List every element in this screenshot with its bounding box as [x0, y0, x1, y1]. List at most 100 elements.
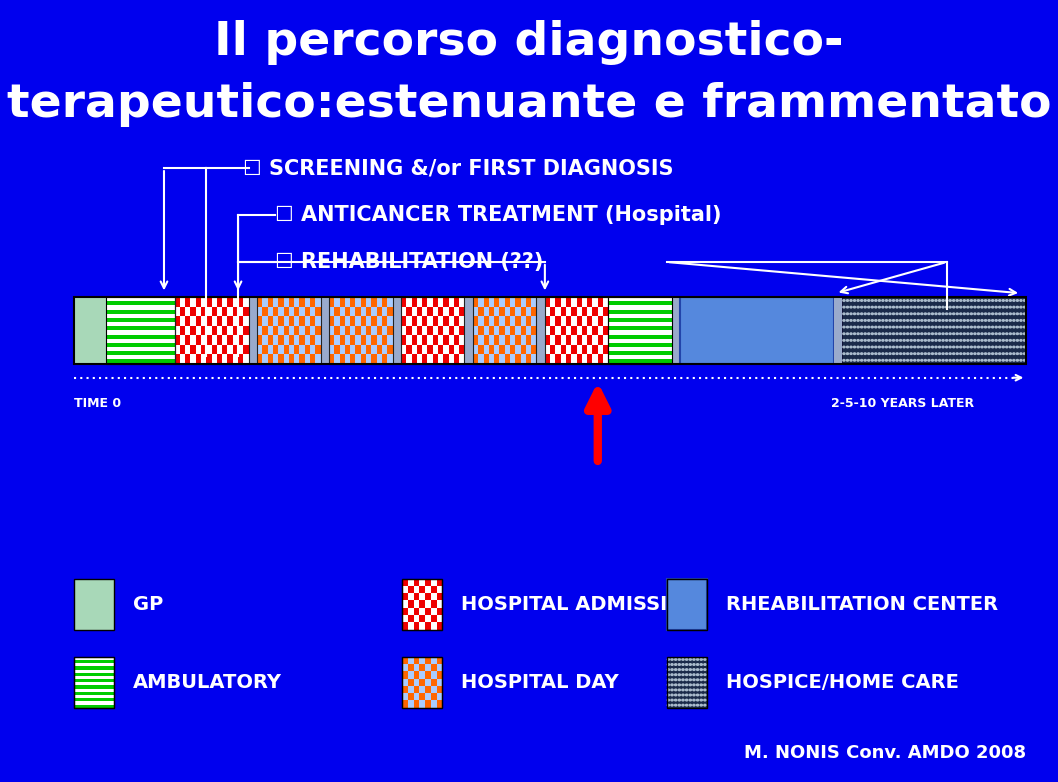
Circle shape — [693, 705, 695, 706]
Circle shape — [860, 320, 862, 321]
Circle shape — [942, 300, 944, 301]
Circle shape — [693, 684, 695, 686]
Bar — [478, 307, 484, 316]
Circle shape — [935, 313, 937, 314]
Bar — [401, 297, 464, 364]
Circle shape — [854, 346, 856, 348]
Bar — [494, 354, 499, 364]
Circle shape — [925, 360, 927, 361]
Bar — [484, 316, 489, 325]
Circle shape — [1020, 320, 1022, 321]
Circle shape — [1002, 326, 1004, 328]
Circle shape — [963, 339, 965, 341]
Circle shape — [696, 658, 698, 660]
Circle shape — [904, 326, 906, 328]
Bar — [515, 335, 521, 345]
Circle shape — [956, 313, 959, 314]
Circle shape — [1020, 300, 1022, 301]
Circle shape — [686, 684, 688, 686]
Circle shape — [1017, 333, 1019, 335]
Circle shape — [914, 320, 916, 321]
Circle shape — [970, 313, 972, 314]
Circle shape — [671, 674, 673, 676]
Circle shape — [949, 353, 951, 354]
Circle shape — [875, 307, 877, 308]
Circle shape — [1009, 339, 1011, 341]
Circle shape — [854, 307, 856, 308]
Circle shape — [875, 320, 877, 321]
Circle shape — [878, 353, 880, 354]
Circle shape — [946, 333, 948, 335]
Bar — [419, 615, 425, 622]
Bar — [243, 325, 249, 335]
Bar — [402, 657, 442, 708]
Circle shape — [875, 346, 877, 348]
Bar — [587, 335, 592, 345]
Circle shape — [1009, 320, 1011, 321]
Circle shape — [889, 320, 891, 321]
Bar — [531, 325, 536, 335]
Bar — [106, 301, 175, 306]
Circle shape — [967, 326, 969, 328]
Circle shape — [893, 346, 895, 348]
Circle shape — [904, 300, 906, 301]
Circle shape — [896, 326, 898, 328]
Bar — [196, 354, 201, 364]
Bar — [437, 672, 442, 679]
Circle shape — [1023, 320, 1025, 321]
Bar — [262, 345, 268, 354]
Bar — [106, 297, 175, 364]
Circle shape — [864, 353, 867, 354]
Circle shape — [946, 326, 948, 328]
Bar — [106, 297, 175, 364]
Circle shape — [942, 320, 944, 321]
Circle shape — [889, 307, 891, 308]
Circle shape — [843, 346, 845, 348]
Circle shape — [843, 339, 845, 341]
Circle shape — [1017, 339, 1019, 341]
Circle shape — [988, 300, 990, 301]
Circle shape — [904, 313, 906, 314]
Circle shape — [991, 326, 993, 328]
Bar — [431, 586, 437, 594]
Circle shape — [978, 307, 980, 308]
Text: ☐ HOSPICE/HOME ASSISTANCE (Palliative Care): ☐ HOSPICE/HOME ASSISTANCE (Palliative Ca… — [275, 299, 828, 319]
Bar — [289, 335, 294, 345]
Circle shape — [988, 346, 990, 348]
Bar — [545, 297, 550, 307]
Circle shape — [996, 353, 998, 354]
Bar — [494, 316, 499, 325]
Circle shape — [700, 684, 703, 686]
Circle shape — [889, 300, 891, 301]
Circle shape — [682, 679, 685, 680]
Circle shape — [854, 326, 856, 328]
Circle shape — [952, 326, 954, 328]
Bar — [190, 325, 196, 335]
Circle shape — [668, 679, 670, 680]
Bar — [196, 316, 201, 325]
Circle shape — [878, 346, 880, 348]
Bar — [454, 297, 459, 307]
Circle shape — [935, 320, 937, 321]
Circle shape — [700, 689, 703, 691]
Circle shape — [871, 353, 873, 354]
Circle shape — [668, 674, 670, 676]
Circle shape — [850, 339, 852, 341]
Circle shape — [868, 346, 870, 348]
Circle shape — [988, 326, 990, 328]
Bar — [212, 325, 217, 335]
Bar — [175, 354, 180, 364]
Circle shape — [1017, 326, 1019, 328]
Bar — [419, 679, 425, 686]
Circle shape — [854, 313, 856, 314]
Text: HOSPICE/HOME CARE: HOSPICE/HOME CARE — [726, 673, 959, 692]
Circle shape — [896, 353, 898, 354]
Bar — [592, 325, 598, 335]
Circle shape — [868, 320, 870, 321]
Bar — [257, 354, 262, 364]
Circle shape — [999, 307, 1001, 308]
Circle shape — [999, 300, 1001, 301]
Circle shape — [689, 664, 691, 665]
Bar — [842, 297, 1026, 364]
Circle shape — [675, 689, 677, 691]
